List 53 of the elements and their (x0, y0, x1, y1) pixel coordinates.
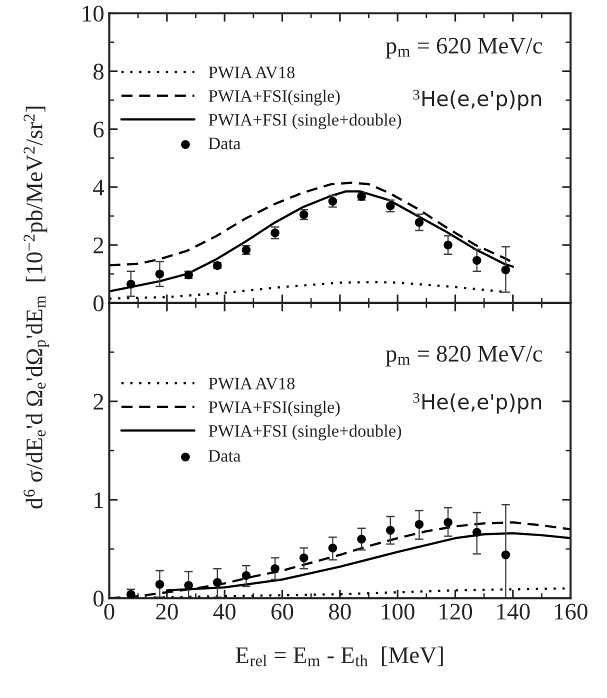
point (386, 526, 395, 535)
legend-label: PWIA+FSI(single) (208, 400, 340, 417)
y-tick-label: 0 (93, 295, 104, 312)
point (126, 590, 136, 598)
annotation: p$_{m}$ = 620 MeV/c (386, 38, 542, 58)
x-tick-label: 80 (329, 604, 351, 620)
x-tick-label: 100 (382, 604, 414, 620)
point (270, 564, 280, 574)
y-tick-label: 4 (93, 180, 104, 196)
x-tick-label: 140 (497, 604, 530, 620)
point (155, 270, 164, 278)
point (212, 578, 222, 587)
legend-label: PWIA AV18 (208, 378, 295, 390)
y-tick-label: 1 (94, 492, 103, 508)
point (328, 544, 338, 552)
point (357, 534, 366, 544)
annotation: $^{3}$He(e,e'p)pn (413, 90, 542, 110)
point (386, 202, 395, 210)
point (472, 256, 482, 265)
x-axis-title: E$_{rel}$ = E$_{m}$ - E$_{th}$ [MeV] (236, 646, 443, 666)
x-tick-label: 160 (554, 604, 588, 620)
point (184, 581, 193, 590)
annotation: p$_{m}$ = 820 MeV/c (386, 346, 542, 366)
point (472, 528, 482, 537)
legend-label: Data (208, 450, 241, 462)
y-tick-label: 6 (94, 122, 104, 138)
point (414, 520, 424, 529)
x-tick-label: 40 (213, 604, 236, 620)
point (299, 553, 308, 562)
annotation: $^{3}$He(e,e'p)pn (413, 392, 542, 414)
y-tick-label: 0 (93, 590, 104, 607)
legend-label: Data (208, 138, 241, 150)
x-tick-label: 120 (440, 604, 472, 620)
x-tick-label: 0 (104, 604, 114, 620)
x-tick-label: 20 (156, 604, 178, 620)
legend-label: PWIA+FSI (single+double) (208, 424, 402, 440)
y-tick-label: 2 (94, 238, 104, 254)
y-tick-label: 10 (82, 6, 104, 22)
legend-label: PWIA AV18 (208, 66, 295, 78)
point (155, 580, 164, 589)
point (242, 571, 251, 580)
y-tick-label: 8 (93, 64, 104, 80)
legend-label: PWIA+FSI (single+double) (208, 113, 402, 130)
point (414, 218, 424, 227)
legend-label: PWIA+FSI(single) (208, 90, 340, 106)
y-tick-label: 2 (94, 394, 104, 410)
text: d$^{6}$ σ/dE$_{e}$'d Ω$_{e}$'dΩ$_{p}$'dE$_{m}$ [10$^{−2}$pb/MeV$^{2}$/sr$^{2}$] (24, 106, 49, 508)
x-tick-label: 60 (271, 604, 294, 620)
point (501, 266, 510, 274)
point (444, 240, 452, 250)
point (501, 550, 510, 560)
point (444, 518, 452, 527)
point (126, 280, 136, 288)
